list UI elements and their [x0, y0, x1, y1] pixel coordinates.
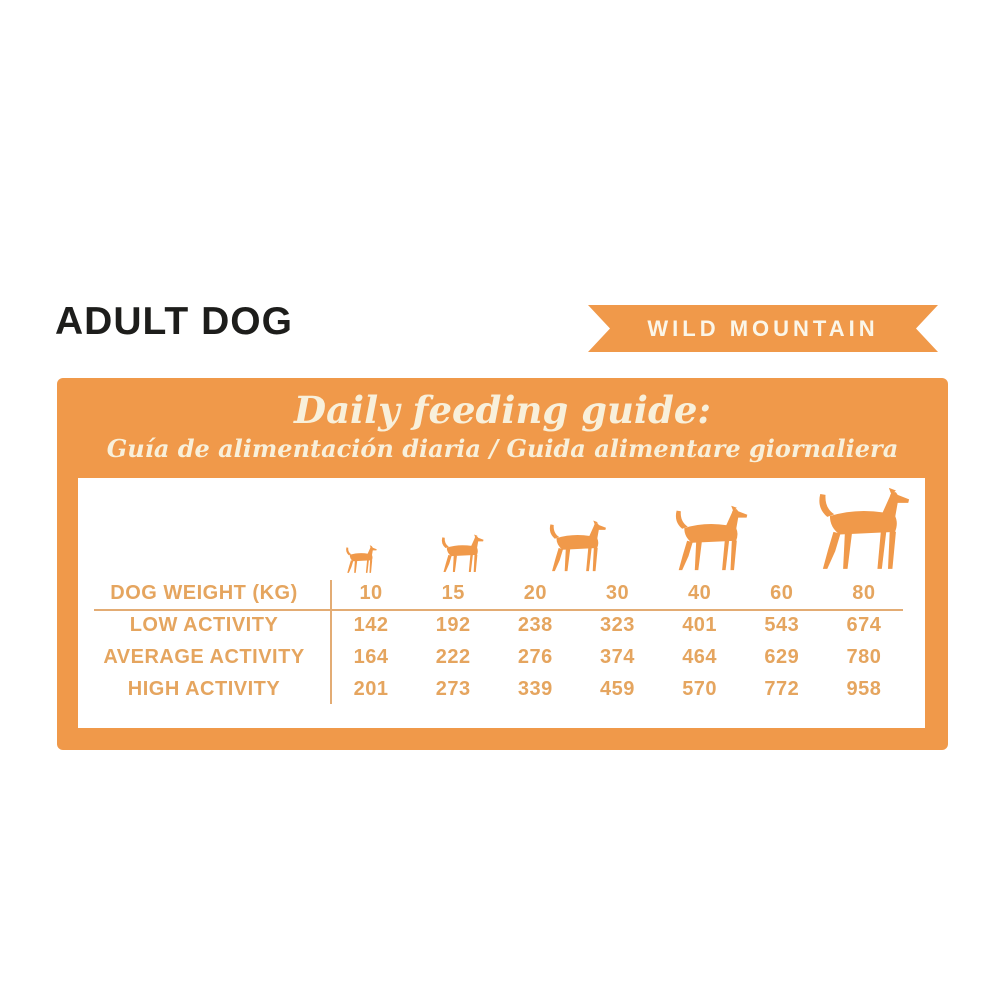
weight-col-header: 20: [523, 582, 547, 604]
table-cell: 164: [353, 645, 389, 668]
table-cell: 142: [353, 613, 389, 636]
medium-dog-icon: [549, 520, 606, 572]
table-cell: 401: [682, 613, 718, 636]
table-header-label: DOG WEIGHT (KG): [110, 582, 298, 604]
page-title: ADULT DOG: [55, 300, 293, 343]
weight-col-header: 15: [441, 582, 465, 604]
guide-subheading: Guía de alimentación diaria / Guida alim…: [106, 434, 899, 463]
table-cell: 374: [600, 645, 635, 668]
row-label-average-activity: AVERAGE ACTIVITY: [103, 645, 305, 668]
dog-size-icons-row: [344, 481, 919, 575]
table-cell: 323: [600, 613, 635, 636]
guide-heading: Daily feeding guide:: [293, 388, 712, 432]
table-cell: 674: [846, 613, 882, 636]
table-cell: 273: [435, 677, 471, 700]
xlarge-dog-icon: [819, 487, 910, 569]
table-cell: 629: [764, 645, 800, 668]
table-cell: 222: [435, 645, 471, 668]
table-header-divider: [94, 609, 903, 611]
row-label-high-activity: HIGH ACTIVITY: [127, 677, 281, 700]
feeding-table: DOG WEIGHT (KG) 10 15 20 30 40 60 80 LOW…: [78, 578, 905, 705]
table-cell: 543: [764, 613, 800, 636]
table-cell: 958: [846, 677, 882, 700]
table-cell: 772: [764, 677, 800, 700]
table-cell: 780: [846, 645, 882, 668]
weight-col-header: 10: [359, 582, 383, 604]
feeding-table-card: DOG WEIGHT (KG) 10 15 20 30 40 60 80 LOW…: [78, 478, 925, 728]
table-cell: 238: [517, 613, 553, 636]
table-cell: 201: [353, 677, 389, 700]
table-vertical-divider: [330, 580, 332, 704]
table-cell: 570: [682, 677, 718, 700]
table-cell: 192: [435, 613, 471, 636]
weight-col-header: 60: [770, 582, 794, 604]
table-cell: 276: [517, 645, 553, 668]
weight-col-header: 30: [605, 582, 630, 604]
small-dog-icon: [441, 534, 484, 573]
brand-ribbon-badge: WILD MOUNTAIN: [588, 305, 938, 352]
daily-feeding-guide-panel: Daily feeding guide: Guía de alimentació…: [57, 378, 948, 750]
weight-col-header: 40: [688, 582, 712, 604]
ribbon-label: WILD MOUNTAIN: [647, 315, 879, 341]
table-cell: 464: [682, 645, 718, 668]
table-cell: 459: [600, 677, 635, 700]
table-cell: 339: [517, 677, 553, 700]
weight-col-header: 80: [852, 582, 876, 604]
row-label-low-activity: LOW ACTIVITY: [129, 613, 279, 636]
large-dog-icon: [675, 505, 747, 571]
xsmall-dog-icon: [346, 545, 377, 573]
